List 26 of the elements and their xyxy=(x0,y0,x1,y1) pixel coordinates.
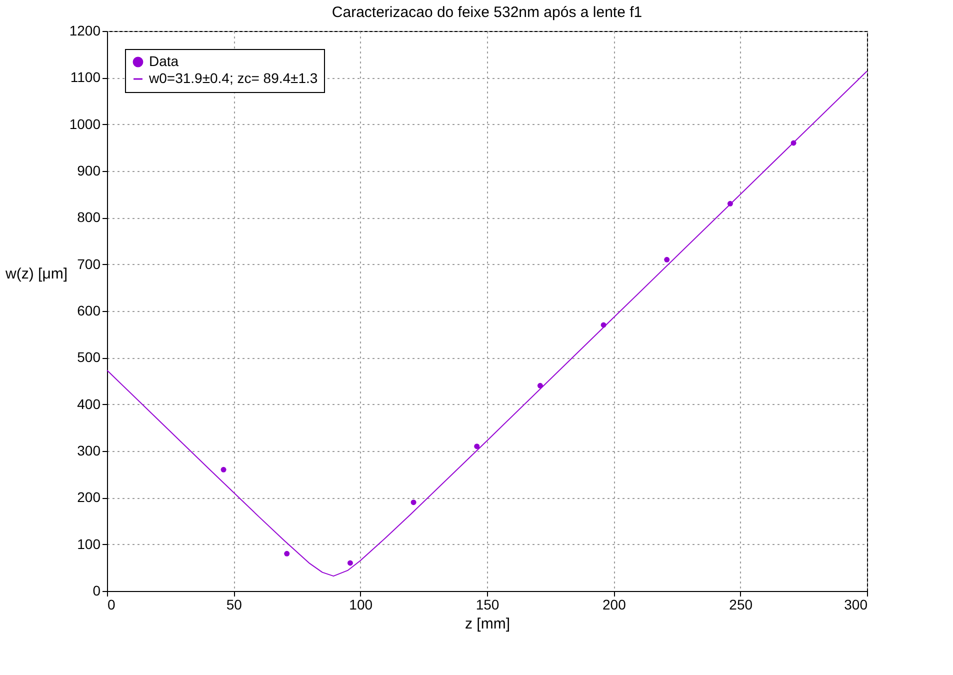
x-tick-label: 50 xyxy=(226,596,242,612)
y-tick-label: 700 xyxy=(77,256,101,272)
x-axis-title: z [mm] xyxy=(465,616,510,632)
y-tick-label: 800 xyxy=(77,209,101,226)
x-tick-label: 200 xyxy=(602,596,626,612)
x-tick-label: 250 xyxy=(729,596,753,612)
y-tick-label: 500 xyxy=(77,349,101,366)
x-tick-label: 100 xyxy=(349,596,373,612)
y-tick-label: 1200 xyxy=(69,22,101,38)
y-tick-label: 200 xyxy=(77,489,101,506)
y-tick-label: 100 xyxy=(77,536,101,552)
y-tick-label: 400 xyxy=(77,396,101,412)
x-tick-label: 0 xyxy=(108,596,116,612)
y-tick-label: 1000 xyxy=(69,116,101,132)
x-tick-label: 300 xyxy=(844,596,868,612)
y-tick-label: 0 xyxy=(92,582,101,598)
chart-title: Caracterizacao do feixe 532nm após a lente f1 xyxy=(332,4,642,21)
y-tick-label: 1100 xyxy=(70,69,101,86)
y-tick-label: 600 xyxy=(77,302,101,318)
x-tick-label: 150 xyxy=(476,596,500,612)
y-tick-label: 900 xyxy=(77,162,101,178)
y-axis-title: w(z) [μm] xyxy=(4,266,68,282)
legend-label: w0=31.9±0.4; zc= 89.4±1.3 xyxy=(148,70,318,86)
line-series xyxy=(106,70,868,577)
legend-label: Data xyxy=(149,53,179,69)
y-tick-label: 300 xyxy=(77,442,101,458)
